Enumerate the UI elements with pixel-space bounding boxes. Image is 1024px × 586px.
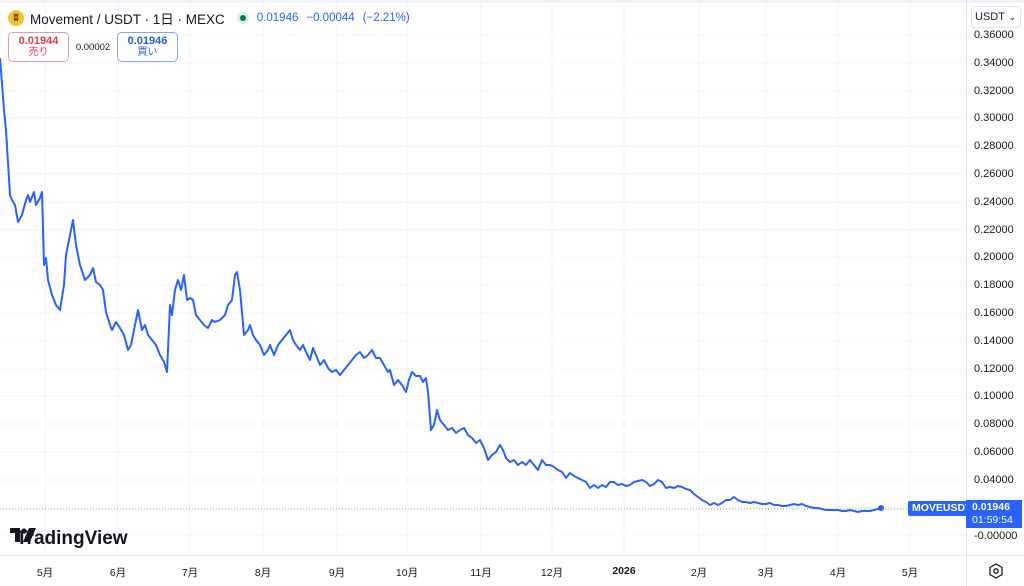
currency-label: USDT: [975, 11, 1005, 23]
price-line-chart[interactable]: [0, 0, 966, 555]
tradingview-wordmark: TradingView: [16, 528, 128, 549]
y-tick: 0.14000: [974, 335, 1014, 347]
y-tick: 0.26000: [974, 168, 1014, 180]
sell-button[interactable]: 0.01944 売り: [8, 32, 69, 62]
y-tick: 0.04000: [974, 474, 1014, 486]
x-tick: 12月: [540, 567, 564, 579]
trade-buttons: 0.01944 売り 0.00002 0.01946 買い: [8, 32, 178, 62]
last-price-value: 0.01946: [972, 501, 1010, 513]
x-tick: 5月: [36, 567, 54, 579]
x-tick-year: 2026: [612, 565, 636, 577]
y-tick: 0.06000: [974, 446, 1014, 458]
sell-label: 売り: [28, 47, 49, 58]
movement-logo-icon: ʬ: [8, 10, 24, 26]
market-open-icon: [236, 12, 249, 24]
spread-value: 0.00002: [75, 41, 111, 53]
last-point-marker: [878, 505, 884, 511]
x-tick: 7月: [181, 567, 199, 579]
tradingview-logo[interactable]: TradingView: [10, 528, 128, 550]
x-tick: 4月: [829, 567, 847, 579]
chevron-down-icon: ⌄: [1008, 11, 1016, 22]
x-tick: 3月: [757, 567, 775, 579]
sell-price: 0.01944: [18, 35, 59, 47]
currency-selector[interactable]: USDT ⌄: [971, 6, 1021, 28]
x-tick: 10月: [395, 567, 419, 579]
price-change: −0.00044: [306, 12, 355, 24]
y-tick: 0.08000: [974, 418, 1014, 430]
symbol-title[interactable]: Movement / USDT · 1日 · MEXC: [30, 12, 225, 27]
symbol-price-tag: MOVEUSDT: [908, 501, 966, 516]
last-price-tag: 0.01946 01:59:54: [966, 500, 1022, 528]
y-tick: 0.24000: [974, 196, 1014, 208]
grid: [0, 0, 966, 555]
x-tick: 5月: [901, 567, 919, 579]
y-tick: 0.34000: [974, 57, 1014, 69]
y-tick: 0.36000: [974, 29, 1014, 41]
chart-settings-button[interactable]: [966, 555, 1024, 586]
time-axis[interactable]: 5月 6月 7月 8月 9月 10月 11月 12月 2026 2月 3月 4月…: [0, 555, 966, 586]
y-tick: 0.32000: [974, 85, 1014, 97]
x-tick: 9月: [328, 567, 346, 579]
price-change-percent: (−2.21%): [362, 12, 410, 24]
y-tick: 0.12000: [974, 363, 1014, 375]
y-tick: 0.28000: [974, 140, 1014, 152]
y-tick: -0.00000: [974, 530, 1018, 542]
chart-pane[interactable]: ʬ Movement / USDT · 1日 · MEXC 0.01946 −0…: [0, 0, 966, 555]
y-tick: 0.18000: [974, 279, 1014, 291]
y-tick: 0.10000: [974, 390, 1014, 402]
y-tick: 0.30000: [974, 112, 1014, 124]
y-tick: 0.20000: [974, 251, 1014, 263]
x-tick: 2月: [690, 567, 708, 579]
price-series-line: [0, 57, 882, 513]
x-tick: 11月: [470, 567, 492, 579]
price-axis[interactable]: 0.36000 0.34000 0.32000 0.30000 0.28000 …: [966, 0, 1024, 555]
buy-price: 0.01946: [127, 35, 168, 47]
y-tick: 0.22000: [974, 224, 1014, 236]
top-border: [0, 0, 1024, 3]
x-tick: 6月: [109, 567, 127, 579]
bar-countdown: 01:59:54: [972, 514, 1013, 526]
symbol-legend: ʬ Movement / USDT · 1日 · MEXC 0.01946 −0…: [8, 8, 410, 28]
buy-label: 買い: [137, 47, 158, 58]
y-tick: 0.16000: [974, 307, 1014, 319]
last-price: 0.01946: [256, 12, 299, 24]
settings-icon: [988, 563, 1003, 579]
buy-button[interactable]: 0.01946 買い: [117, 32, 178, 62]
x-tick: 8月: [254, 567, 272, 579]
